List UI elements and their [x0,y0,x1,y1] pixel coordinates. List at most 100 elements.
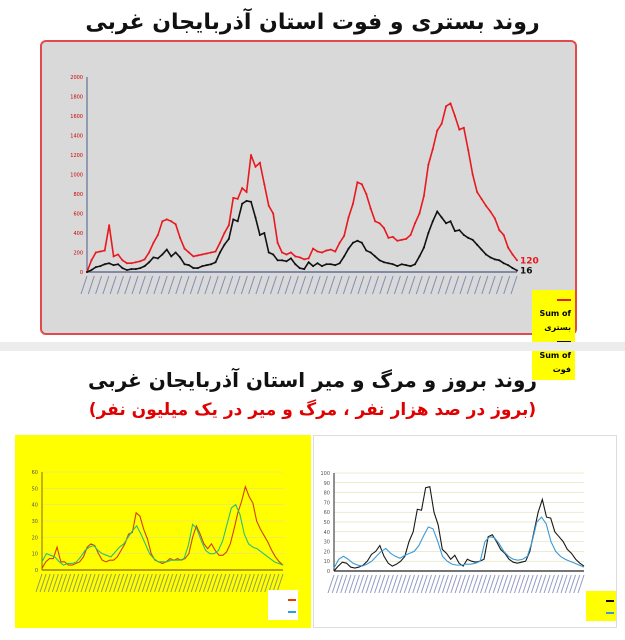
data-point [489,256,492,259]
data-point [232,196,235,199]
data-point [511,267,514,270]
data-point [152,241,155,244]
y-tick-label: 30 [324,540,330,546]
x-tick-label [133,573,141,593]
x-tick-label [408,574,415,594]
x-tick-label [488,574,496,594]
x-tick-label [153,275,161,295]
data-point [294,263,297,266]
data-point [94,251,97,254]
x-tick-label [35,573,43,593]
x-tick-label [207,573,215,593]
x-tick-label [235,573,243,593]
data-point [232,218,235,221]
x-tick-label [437,574,445,594]
x-tick-label [277,275,285,295]
x-tick-label [174,573,182,593]
data-point [431,148,434,151]
y-tick-label: 90 [324,481,330,487]
data-point [365,249,368,252]
data-point [387,262,390,265]
data-point [125,262,128,265]
x-tick-label [560,574,568,594]
data-point [276,259,279,262]
data-point [294,255,297,258]
data-point [170,255,173,258]
x-tick-label [223,573,231,593]
x-tick-label [231,573,239,593]
data-point [391,235,394,238]
data-point [267,204,270,207]
y-tick-label: 1400 [70,134,83,140]
x-tick-label [450,574,458,594]
x-tick-label [573,574,581,594]
x-tick-label [513,574,521,594]
data-point [143,258,146,261]
data-point [378,222,381,225]
x-tick-label [480,574,488,594]
x-tick-label [313,275,321,295]
data-point [108,262,111,265]
data-point [156,257,159,260]
x-tick-label [255,275,263,295]
y-tick-label: 0 [35,568,38,574]
x-tick-label [68,573,76,593]
data-point [356,181,359,184]
data-point [480,248,483,251]
data-point [272,212,275,215]
x-tick-label [76,573,84,593]
data-point [250,154,253,156]
x-tick-label [459,275,467,295]
data-point [205,264,208,267]
y-tick-label: 30 [32,519,38,525]
data-point [320,251,323,254]
y-tick-label: 20 [32,535,38,541]
x-tick-label [137,573,145,593]
end-label: 120 [520,256,539,266]
x-tick-label [437,275,445,295]
x-tick-label [463,574,471,594]
y-tick-label: 40 [32,503,38,509]
series-line-0 [86,102,518,273]
data-point [112,255,115,258]
x-tick-label [510,275,518,295]
x-tick-label [211,573,219,593]
x-tick-label [80,573,88,593]
end-label: 16 [520,266,533,276]
x-tick-label [441,574,449,594]
x-tick-label [372,275,379,295]
x-tick-label [47,573,55,593]
data-point [134,268,137,271]
series-line-1 [41,503,284,566]
x-tick-label [162,573,170,593]
data-point [360,241,363,244]
x-tick-label [87,275,95,295]
x-tick-label [160,275,168,295]
x-tick-label [299,275,307,295]
x-tick-label [543,574,551,594]
y-tick-label: 0 [80,270,83,276]
data-point [148,251,151,254]
x-tick-label [145,573,153,593]
data-point [365,193,368,195]
x-tick-label [530,574,538,594]
y-tick-label: 50 [324,520,330,526]
data-point [241,202,244,205]
x-tick-label [369,574,377,594]
series-line-0 [333,486,585,572]
data-point [99,265,102,268]
legend: Sum of بستری Sum of فوت [532,290,575,380]
y-tick-label: 20 [324,549,330,555]
y-tick-label: 50 [32,486,38,492]
x-tick-label [158,573,166,593]
data-point [258,233,261,236]
data-point [139,267,142,270]
y-tick-label: 10 [32,552,38,558]
x-tick-label [374,574,382,594]
data-point [187,251,190,254]
data-point [480,197,483,200]
data-point [334,250,337,253]
data-point [187,264,190,267]
data-point [236,220,239,223]
x-tick-label [182,573,190,593]
